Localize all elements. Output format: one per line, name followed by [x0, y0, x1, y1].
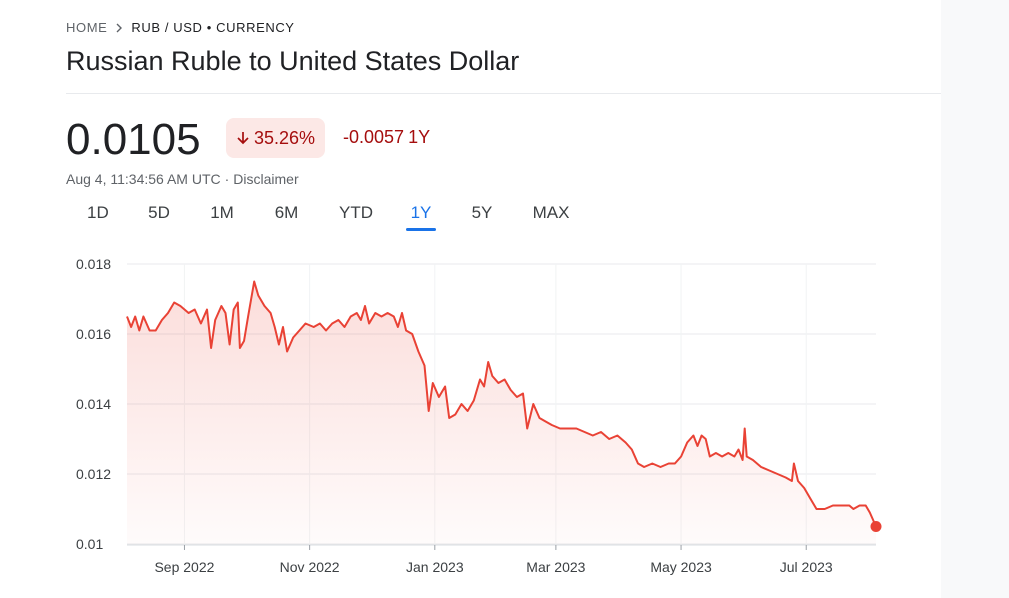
x-tick-label: Jul 2023	[780, 559, 833, 575]
quote-timestamp-row: Aug 4, 11:34:56 AM UTC · Disclaimer	[66, 171, 299, 187]
latest-point-marker	[870, 521, 882, 532]
price-chart[interactable]: 0.018 0.016 0.014 0.012 0.01 Sep 2022 Nov 202…	[66, 245, 941, 590]
tab-max[interactable]: MAX	[532, 203, 570, 222]
tab-5d[interactable]: 5D	[148, 203, 170, 222]
y-tick-label: 0.016	[76, 326, 111, 342]
absolute-change: -0.0057 1Y	[343, 127, 430, 148]
x-tick-label: Sep 2022	[154, 559, 214, 575]
quote-timestamp: Aug 4, 11:34:56 AM UTC	[66, 171, 221, 187]
x-axis-labels: Sep 2022 Nov 2022 Jan 2023 Mar 2023 May 2023…	[154, 559, 832, 575]
current-price: 0.0105	[66, 115, 201, 164]
y-tick-label: 0.014	[76, 396, 111, 412]
x-tick-label: Nov 2022	[280, 559, 340, 575]
y-tick-label: 0.01	[76, 536, 103, 552]
series-line	[126, 280, 877, 527]
x-tick-label: May 2023	[650, 559, 712, 575]
absolute-change-value: -0.0057	[343, 127, 405, 147]
x-tick-label: Mar 2023	[526, 559, 585, 575]
y-tick-label: 0.012	[76, 466, 111, 482]
tab-6m[interactable]: 6M	[274, 203, 299, 222]
chevron-right-icon	[116, 23, 123, 32]
percent-change-value: 35.26%	[254, 127, 316, 148]
breadcrumb-currency-pair: RUB / USD • CURRENCY	[131, 20, 295, 35]
disclaimer-link[interactable]: Disclaimer	[233, 171, 299, 187]
arrow-down-icon	[237, 132, 249, 145]
change-period: 1Y	[408, 127, 431, 147]
header-divider	[66, 93, 941, 94]
page-title: Russian Ruble to United States Dollar	[66, 46, 520, 76]
chart-area	[127, 281, 876, 544]
tab-1y[interactable]: 1Y	[406, 202, 436, 231]
right-gutter	[941, 0, 1009, 598]
tab-1d[interactable]: 1D	[87, 203, 109, 222]
series-area-fill	[127, 281, 876, 544]
x-tick-label: Jan 2023	[406, 559, 464, 575]
tab-1m[interactable]: 1M	[210, 203, 234, 222]
tab-5y[interactable]: 5Y	[471, 203, 493, 222]
breadcrumb: HOME RUB / USD • CURRENCY	[66, 20, 295, 35]
range-tabs: 1D 5D 1M 6M YTD 1Y 5Y MAX	[66, 202, 572, 231]
chart-line	[126, 280, 882, 532]
y-axis-labels: 0.018 0.016 0.014 0.012 0.01	[76, 256, 111, 552]
percent-change-badge: 35.26%	[226, 118, 326, 158]
y-tick-label: 0.018	[76, 256, 111, 272]
breadcrumb-home-link[interactable]: HOME	[66, 20, 108, 35]
tab-ytd[interactable]: YTD	[339, 203, 373, 222]
